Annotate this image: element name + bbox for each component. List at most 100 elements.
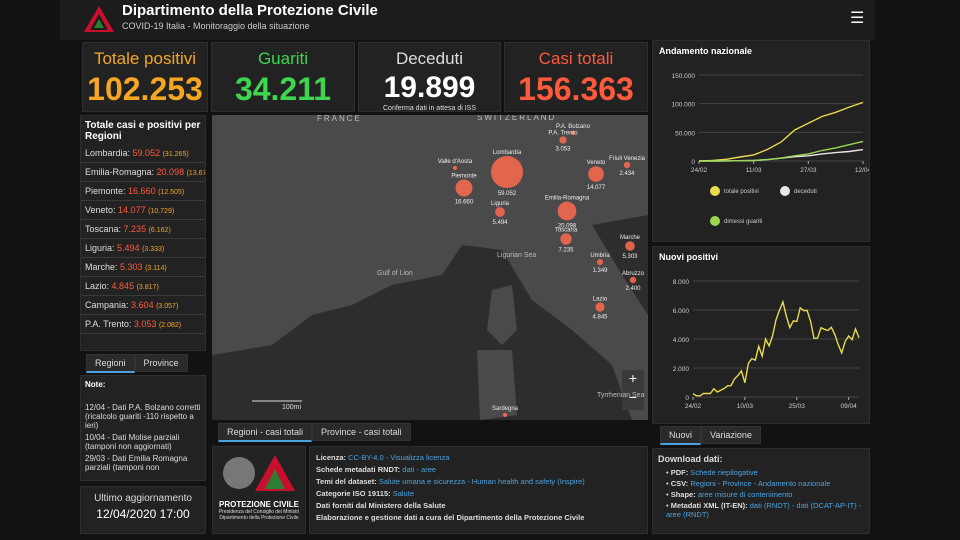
tab[interactable]: Variazione [701, 426, 761, 444]
logo-line: Dipartimento della Protezione Civile [219, 515, 299, 521]
note-item: 29/03 - Dati Emilia Romagna parziali (ta… [85, 454, 188, 472]
stat-panel: Deceduti 19.899 Conferma dati in attesa di… [358, 42, 501, 112]
update-value: 12/04/2020 17:00 [96, 507, 190, 521]
stat-note: Conferma dati in attesa di ISS [383, 105, 476, 112]
stat-value: 156.363 [518, 71, 634, 107]
legend-swatch [710, 216, 720, 226]
stat-label: Guariti [257, 49, 309, 68]
bubble-name: Liguria [491, 201, 510, 207]
x-tick-label: 27/03 [800, 167, 817, 174]
region-positive: (31.265) [162, 151, 189, 158]
logo-panel: PROTEZIONE CIVILE Presidenza del Consigl… [212, 446, 306, 534]
logo-name: PROTEZIONE CIVILE [218, 500, 299, 509]
info-label: Licenza: [316, 453, 347, 462]
stat-panel: Guariti 34.211 [211, 42, 355, 112]
tab[interactable]: Regioni [86, 354, 135, 373]
region-total: 16.660 [128, 186, 156, 196]
new-chart: Nuovi positivi 0 2.000 4.000 6.000 8.000 24/02… [659, 252, 860, 410]
bubble-name: P.A. Trento [548, 130, 578, 136]
info-label: Dati forniti dal Ministero della Salute [316, 501, 446, 510]
region-bubble [597, 259, 603, 265]
region-row: Liguria: 5.494 (3.333) [81, 239, 205, 258]
info-link[interactable]: Salute umana e sicurezza - Human health … [378, 477, 585, 486]
info-link[interactable]: Salute [392, 489, 414, 498]
svg-text:+: + [629, 370, 637, 386]
region-positive: (6.162) [148, 227, 171, 234]
region-total: 3.604 [131, 300, 154, 310]
download-item: • CSV: Regioni - Province - Andamento na… [666, 479, 831, 488]
download-label: Shape: [670, 490, 696, 499]
region-row: Lombardia: 59.052 (31.265) [81, 144, 205, 163]
trend-panel: Andamento nazionale 0 50.000 100.000 150.000… [652, 40, 872, 242]
tab[interactable]: Province - casi totali [312, 423, 411, 441]
region-positive: (13.672) [186, 170, 206, 177]
bubble-name: Marche [620, 235, 641, 241]
info-line: Temi del dataset: Salute umana e sicurez… [316, 477, 641, 486]
title: Dipartimento della Protezione Civile [122, 2, 378, 19]
legend-swatch [780, 186, 790, 196]
region-total: 20.098 [156, 167, 185, 177]
info-link[interactable]: CC-BY-4.0 - Visualizza licenza [348, 453, 450, 462]
chart-title: Andamento nazionale [659, 46, 752, 56]
x-tick-label: 24/02 [691, 167, 708, 174]
info-label: Elaborazione e gestione dati a cura del … [316, 513, 585, 522]
bubble-name: Veneto [587, 160, 606, 166]
bubble-value: 4.845 [592, 315, 608, 321]
regions-title: Totale casi e positivi per Regioni [85, 120, 201, 142]
info-link[interactable]: dati - aree [402, 465, 437, 474]
region-tabs: Regioni Province [86, 353, 188, 373]
info-line: Dati forniti dal Ministero della Salute [316, 501, 641, 510]
download-link[interactable]: aree misure di contenimento [697, 490, 793, 499]
y-tick-label: 50.000 [675, 130, 695, 137]
region-total: 14.077 [118, 205, 146, 215]
bubble-name: Friuli Venezia [609, 156, 646, 162]
tab[interactable]: Regioni - casi totali [218, 423, 313, 442]
region-name: Liguria: [85, 243, 115, 253]
bubble-name: Piemonte [451, 174, 477, 180]
y-tick-label: 6.000 [673, 308, 690, 315]
download-link[interactable]: dati (RNDT) - dati (DCAT-AP-IT) - aree (… [666, 501, 862, 519]
download-label: Metadati XML (IT-EN): [670, 501, 748, 510]
y-tick-label: 0 [685, 395, 689, 402]
header: Dipartimento della Protezione Civile COV… [60, 0, 875, 40]
legend-label: deceduti [794, 189, 817, 195]
region-row: Emilia-Romagna: 20.098 (13.672) [81, 163, 205, 182]
tab[interactable]: Nuovi [660, 426, 702, 445]
region-positive: (3.817) [136, 284, 159, 291]
region-row: Lazio: 4.845 (3.817) [81, 277, 205, 296]
region-bubble [623, 161, 631, 169]
bubble-name: Umbria [590, 253, 610, 259]
stat-label: Totale positivi [93, 49, 197, 68]
x-tick-label: 09/04 [840, 403, 857, 410]
region-positive: (12.505) [158, 189, 185, 196]
region-row: Campania: 3.604 (3.057) [81, 296, 205, 315]
region-row: P.A. Trento: 3.053 (2.082) [81, 315, 205, 334]
bubble-value: 3.053 [555, 147, 571, 153]
region-total: 7.235 [123, 224, 147, 234]
logo-icon [84, 6, 114, 32]
stat-value: 102.253 [87, 71, 203, 107]
map-tabs: Regioni - casi totali Province - casi tot… [218, 422, 411, 442]
bubble-value: 20.098 [558, 223, 577, 229]
region-positive: (3.057) [156, 303, 179, 310]
region-name: Piemonte: [85, 186, 126, 196]
tab[interactable]: Province [134, 354, 188, 372]
map[interactable]: + − FRANCE SWITZERLAND Gulf of Lion Liguria… [212, 115, 648, 420]
download-link[interactable]: Regioni - Province - Andamento nazionale [690, 479, 831, 488]
bubble-value: 5.494 [492, 220, 508, 226]
download-link[interactable]: Schede riepilogative [690, 468, 758, 477]
info-line: Schede metadati RNDT: dati - aree [316, 465, 641, 474]
series-line [698, 101, 864, 162]
region-bubble [557, 201, 577, 221]
region-bubble [595, 302, 605, 312]
menu-button[interactable]: ☰ [850, 10, 865, 27]
stat-panel: Totale positivi 102.253 [82, 42, 208, 112]
region-total: 59.052 [132, 148, 161, 158]
x-tick-label: 25/03 [789, 403, 806, 410]
region-total: 4.845 [111, 281, 135, 291]
region-bubble [495, 207, 505, 217]
place-label: Ligurian Sea [497, 252, 536, 259]
note-item: 12/04 - Dati P.A. Bolzano corretti (rica… [85, 403, 201, 430]
